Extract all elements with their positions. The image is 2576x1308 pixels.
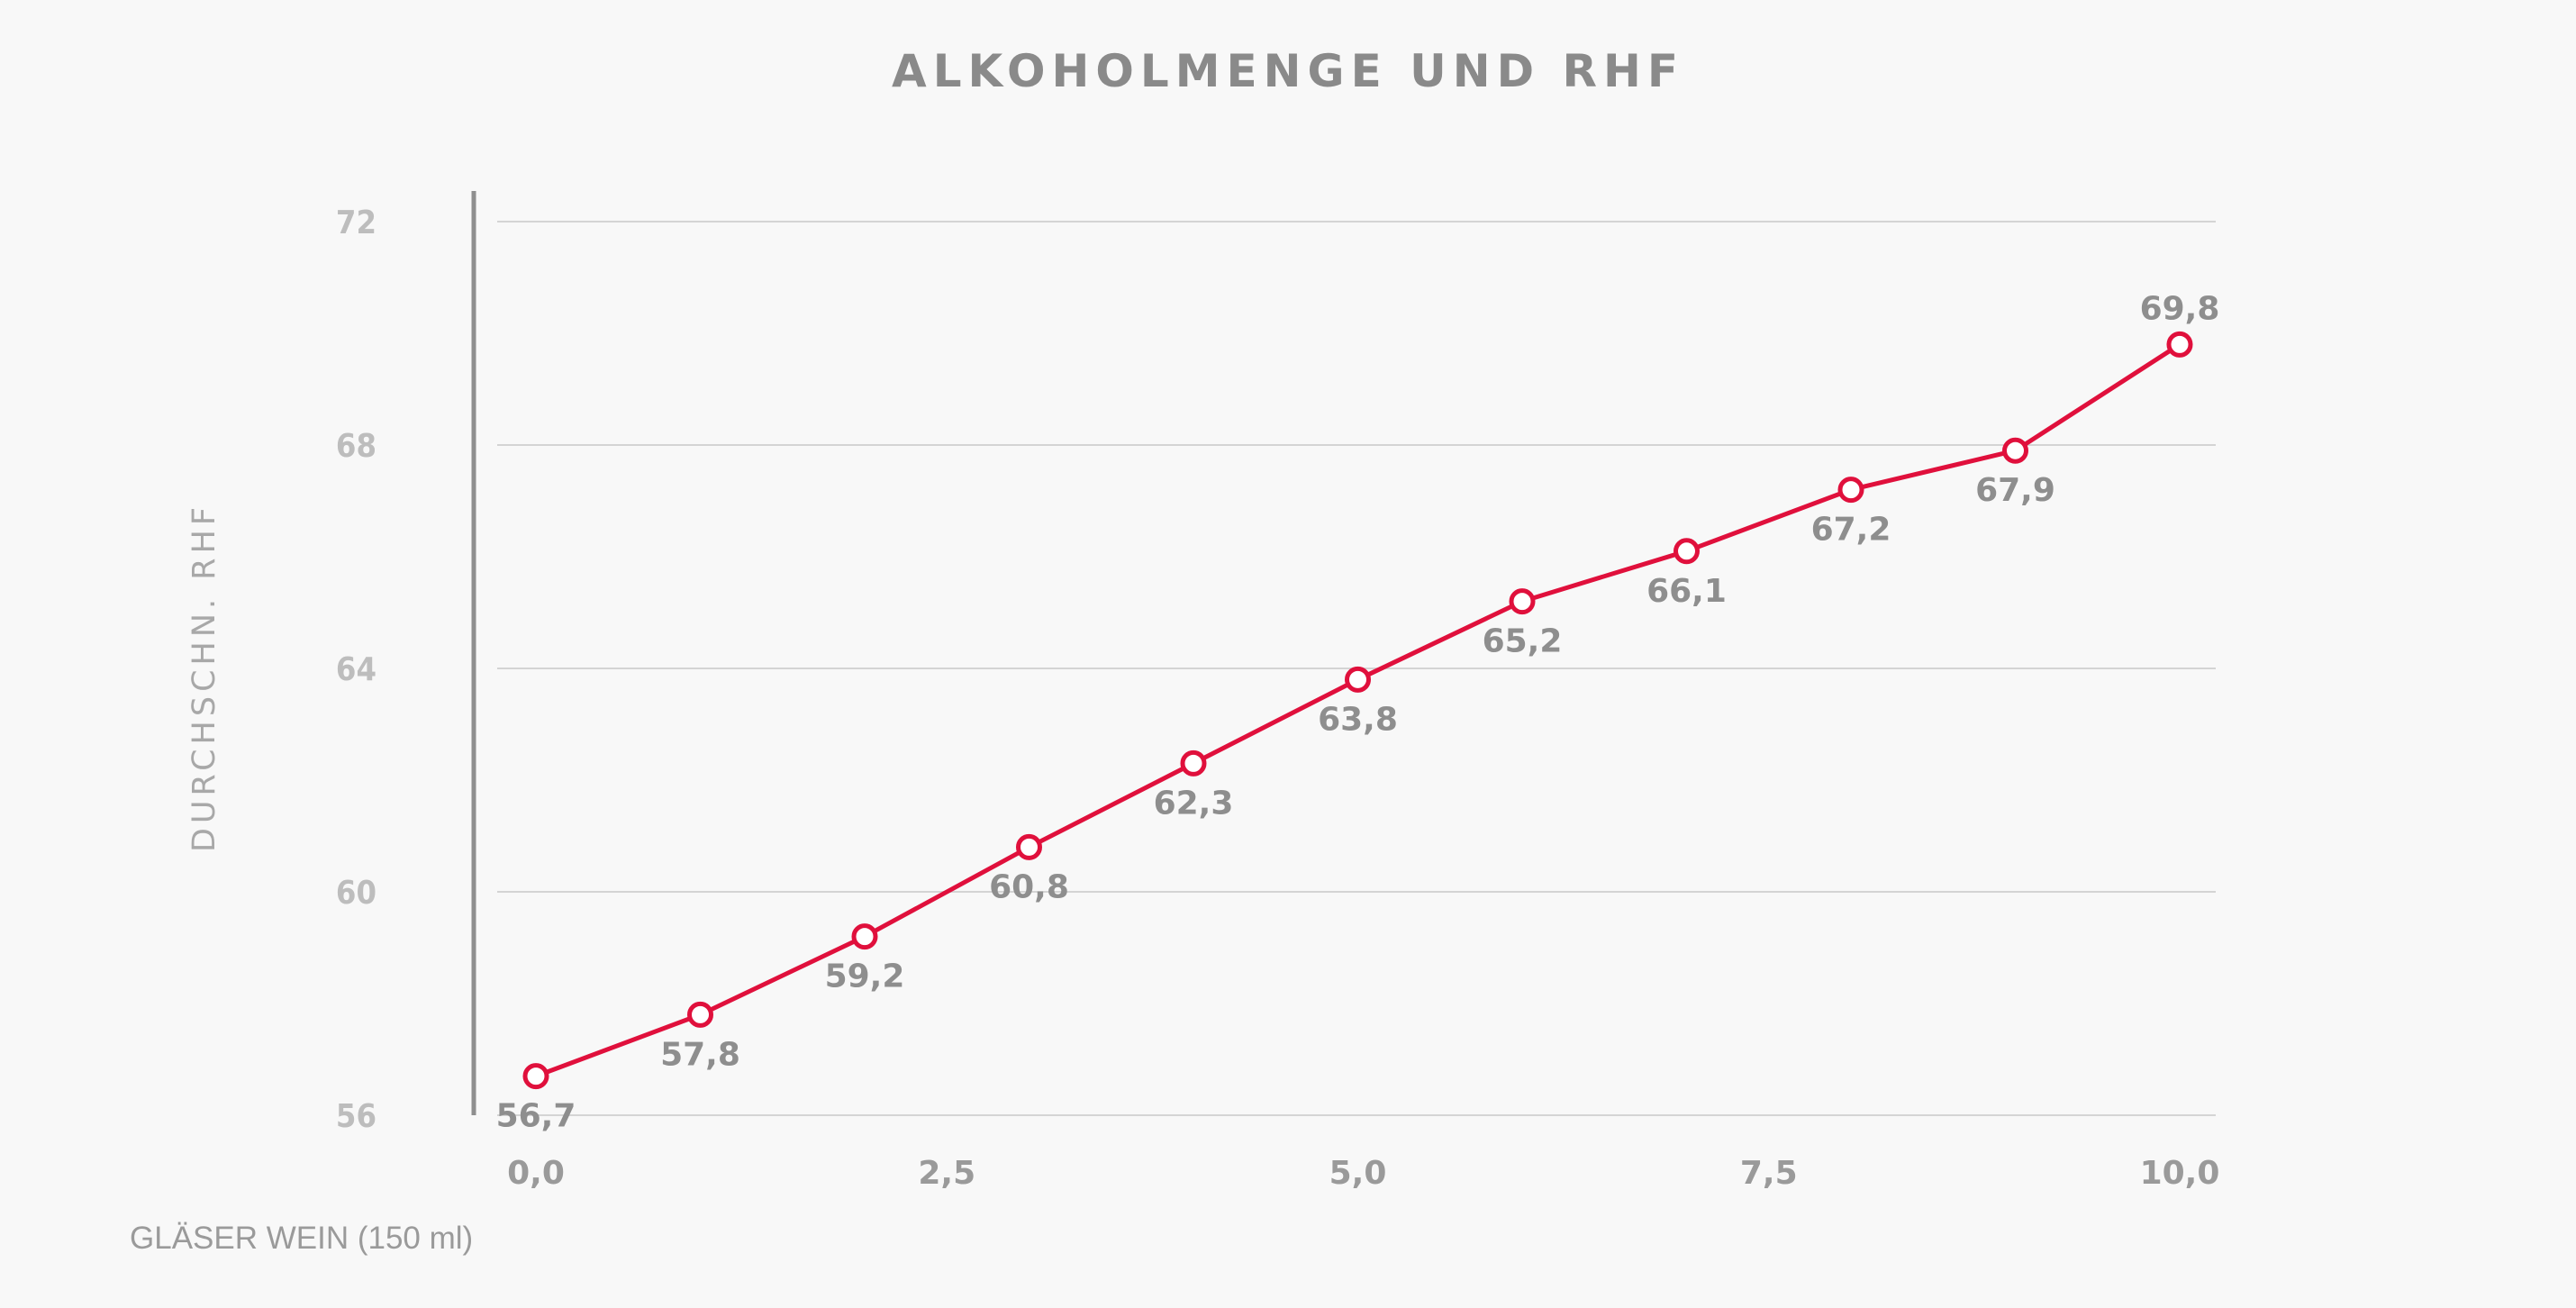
series-group: 56,7 57,8 59,2 60,8 62,3 63,8 65,2 66,1 67,2 67,9…	[496, 290, 2220, 1134]
x-tick-label: 5,0	[1329, 1155, 1387, 1192]
data-point	[1509, 588, 1536, 615]
y-axis-label: DURCHSCHN. RHF	[186, 503, 222, 852]
chart-title: ALKOHOLMENGE UND RHF	[892, 45, 1684, 97]
data-point	[2166, 331, 2193, 358]
data-point	[1016, 833, 1042, 860]
data-label: 59,2	[825, 958, 905, 995]
y-tick-labels: 56 60 64 68 72	[336, 204, 376, 1135]
y-tick-label: 60	[336, 875, 376, 912]
data-label: 57,8	[660, 1036, 740, 1073]
data-label: 67,9	[1975, 472, 2055, 509]
data-point	[522, 1063, 549, 1090]
data-label: 62,3	[1154, 785, 1234, 822]
data-label: 60,8	[989, 868, 1069, 905]
data-label: 63,8	[1318, 701, 1398, 738]
x-tick-label: 0,0	[507, 1155, 565, 1192]
y-tick-label: 64	[336, 651, 376, 688]
y-tick-label: 72	[336, 204, 376, 241]
data-point	[1345, 666, 1371, 693]
data-label: 67,2	[1811, 512, 1891, 549]
y-tick-label: 68	[336, 428, 376, 465]
data-label: 69,8	[2140, 290, 2220, 327]
x-tick-labels: 0,0 2,5 5,0 7,5 10,0	[507, 1155, 2219, 1192]
data-point	[1673, 538, 1700, 565]
x-axis-label: GLÄSER WEIN (150 ml)	[130, 1221, 473, 1256]
data-point	[1837, 477, 1864, 504]
data-point	[1180, 749, 1207, 777]
x-tick-label: 7,5	[1740, 1155, 1798, 1192]
x-tick-label: 2,5	[918, 1155, 975, 1192]
x-tick-label: 10,0	[2140, 1155, 2220, 1192]
data-label: 56,7	[496, 1098, 576, 1135]
data-point	[687, 1001, 713, 1028]
data-label: 65,2	[1483, 623, 1563, 660]
data-point	[2002, 437, 2028, 464]
data-point	[851, 923, 878, 950]
y-tick-label: 56	[336, 1098, 376, 1135]
data-label: 66,1	[1646, 573, 1727, 610]
